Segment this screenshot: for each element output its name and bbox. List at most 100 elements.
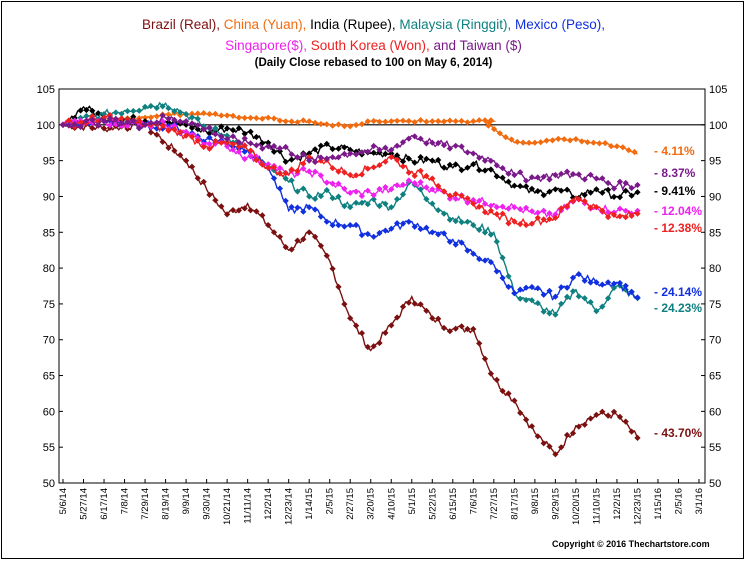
data-point xyxy=(65,122,73,129)
data-point xyxy=(534,285,541,292)
data-point xyxy=(493,203,500,211)
data-point xyxy=(223,112,231,119)
data-point xyxy=(405,135,412,142)
data-point xyxy=(112,115,119,122)
data-point xyxy=(159,138,166,146)
data-point xyxy=(528,423,536,430)
data-point xyxy=(429,157,436,164)
data-point xyxy=(352,221,360,229)
data-point xyxy=(200,178,207,185)
data-point xyxy=(561,136,568,143)
data-point xyxy=(323,121,330,128)
data-point xyxy=(511,171,518,179)
data-point xyxy=(517,220,524,228)
data-point xyxy=(458,117,465,125)
data-point xyxy=(619,144,626,151)
data-point xyxy=(604,295,612,302)
y-tick-label-right: 100 xyxy=(709,120,727,132)
y-tick-label-right: 55 xyxy=(709,442,721,454)
data-point xyxy=(393,182,401,189)
data-point xyxy=(241,130,248,137)
x-tick-label: 2/5/15 xyxy=(325,488,336,514)
data-point xyxy=(493,210,500,218)
series-brazil-real xyxy=(59,119,641,458)
data-point xyxy=(358,171,366,178)
data-point xyxy=(505,178,512,185)
data-point xyxy=(575,293,582,300)
data-point xyxy=(118,110,125,117)
data-point xyxy=(493,238,500,245)
data-point xyxy=(347,123,354,130)
data-point xyxy=(136,124,143,131)
data-point xyxy=(335,283,342,291)
data-point xyxy=(470,200,477,207)
data-point xyxy=(584,139,591,146)
data-point xyxy=(602,139,609,147)
data-point xyxy=(590,139,597,146)
data-point xyxy=(435,117,442,125)
data-point xyxy=(452,325,459,332)
data-point xyxy=(65,117,73,124)
data-point xyxy=(206,191,213,199)
data-point xyxy=(399,117,407,124)
data-point xyxy=(247,140,254,147)
data-point xyxy=(499,203,506,210)
data-point xyxy=(300,165,307,172)
data-point xyxy=(341,223,348,230)
data-point xyxy=(212,197,219,204)
data-point xyxy=(212,131,219,138)
data-point xyxy=(130,113,137,120)
data-point xyxy=(171,147,178,154)
data-point xyxy=(223,135,231,143)
data-point xyxy=(470,250,477,257)
data-point xyxy=(622,282,629,289)
data-point xyxy=(429,315,436,322)
data-point xyxy=(235,139,243,146)
data-point xyxy=(628,428,635,435)
data-point xyxy=(540,207,547,214)
data-point xyxy=(153,131,160,138)
data-point xyxy=(177,109,184,116)
x-tick-label: 5/22/15 xyxy=(427,488,438,520)
data-point xyxy=(435,139,442,147)
data-point xyxy=(188,124,196,132)
data-point xyxy=(212,137,219,145)
data-point xyxy=(118,120,125,127)
data-point xyxy=(464,325,471,333)
x-tick-label: 9/30/14 xyxy=(202,488,213,520)
x-tick-label: 6/15/15 xyxy=(448,488,459,520)
data-point xyxy=(147,119,155,126)
data-point xyxy=(177,128,184,135)
data-point xyxy=(429,175,436,182)
y-tick-label-right: 75 xyxy=(709,299,721,311)
title-part: Malaysia (Ringgit), xyxy=(399,17,515,32)
data-point xyxy=(435,315,442,322)
data-point xyxy=(165,111,172,118)
x-tick-label: 5/27/14 xyxy=(79,488,90,520)
data-point xyxy=(100,125,108,132)
data-point xyxy=(493,376,500,384)
data-point xyxy=(499,254,506,261)
data-point xyxy=(487,370,495,377)
data-point xyxy=(587,298,594,306)
data-point xyxy=(610,284,618,292)
data-point xyxy=(341,122,348,130)
x-tick-label: 4/10/15 xyxy=(386,488,397,520)
data-point xyxy=(106,111,114,119)
x-tick-label: 2/27/15 xyxy=(345,488,356,520)
data-point xyxy=(417,167,424,174)
data-point xyxy=(502,133,509,141)
data-point xyxy=(259,212,266,219)
data-point xyxy=(546,176,553,183)
data-point xyxy=(581,421,588,428)
data-point xyxy=(218,123,225,130)
data-point xyxy=(352,188,360,195)
data-point xyxy=(452,118,459,125)
data-point xyxy=(517,182,524,190)
data-point xyxy=(405,218,412,225)
y-tick-label-left: 100 xyxy=(37,120,55,132)
x-tick-label: 12/2/15 xyxy=(612,488,623,520)
data-point xyxy=(446,192,454,199)
y-tick-label-left: 90 xyxy=(43,191,55,203)
end-label: - 4.11% xyxy=(654,144,695,158)
